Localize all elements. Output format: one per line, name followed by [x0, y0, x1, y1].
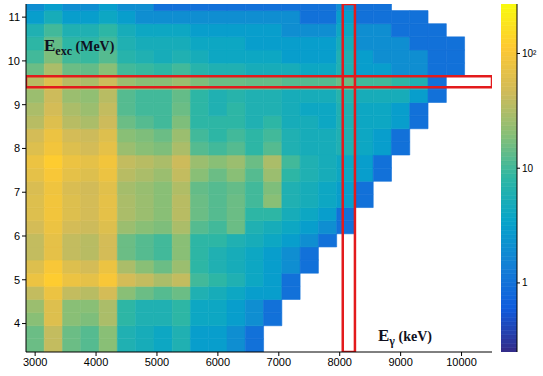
svg-text:9: 9	[14, 99, 20, 111]
svg-text:9000: 9000	[388, 356, 412, 368]
svg-text:10: 10	[522, 163, 534, 174]
svg-text:7: 7	[14, 186, 20, 198]
svg-text:10²: 10²	[522, 48, 537, 59]
svg-text:8: 8	[14, 142, 20, 154]
svg-text:10: 10	[8, 55, 20, 67]
svg-text:5: 5	[14, 274, 20, 286]
html-text:Eexc (MeV): Eexc (MeV)	[44, 36, 115, 59]
svg-text:3000: 3000	[23, 356, 47, 368]
svg-text:10000: 10000	[446, 356, 477, 368]
svg-text:4: 4	[14, 317, 20, 329]
svg-text:1: 1	[522, 277, 528, 288]
svg-text:7000: 7000	[267, 356, 291, 368]
html-text:Eγ (keV): Eγ (keV)	[378, 326, 432, 349]
svg-text:11: 11	[9, 11, 20, 23]
svg-text:4000: 4000	[84, 356, 108, 368]
svg-text:8000: 8000	[327, 356, 351, 368]
svg-text:6000: 6000	[206, 356, 230, 368]
svg-text:5000: 5000	[145, 356, 169, 368]
svg-text:6: 6	[14, 230, 20, 242]
